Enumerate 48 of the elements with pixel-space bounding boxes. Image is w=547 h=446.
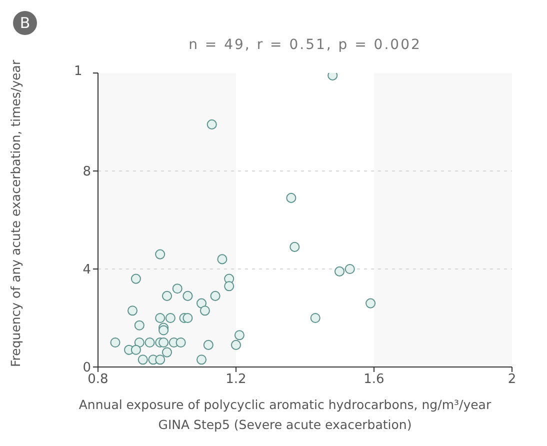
- text: 1: [74, 64, 82, 79]
- point: [206, 119, 217, 130]
- point: [172, 284, 182, 294]
- y-tick-label: 4: [82, 262, 91, 278]
- point: [158, 325, 169, 336]
- y-tick-label: 8: [82, 164, 91, 180]
- point: [155, 354, 166, 365]
- point: [230, 340, 242, 350]
- point: [210, 290, 220, 301]
- point: [310, 312, 320, 324]
- point: [127, 306, 138, 316]
- point: [196, 354, 207, 365]
- point: [110, 337, 120, 348]
- point: [130, 344, 141, 355]
- x-tick-label: 2: [508, 372, 516, 388]
- point: [286, 192, 296, 203]
- point: [176, 337, 186, 348]
- point: [155, 249, 166, 260]
- point: [158, 337, 169, 348]
- point: [196, 298, 207, 308]
- point: [182, 290, 193, 301]
- point: [217, 254, 228, 264]
- chart-title: n = 49, r = 0.51, p = 0.002: [188, 37, 422, 53]
- point: [334, 266, 345, 276]
- x-tick-label: 0.8: [88, 372, 108, 388]
- point: [366, 298, 376, 308]
- point: [290, 242, 300, 252]
- panel-letter-badge: B: [13, 11, 37, 35]
- point: [344, 264, 355, 274]
- x-axis-title: Annual exposure of polycyclic aromatic hydrocarbons, ng/m³/year: [78, 397, 492, 412]
- point: [182, 312, 193, 324]
- point: [130, 274, 141, 284]
- point: [155, 312, 166, 324]
- point: [134, 320, 144, 330]
- point: [200, 306, 210, 316]
- point: [162, 290, 172, 301]
- point: [165, 312, 176, 324]
- point: [144, 337, 155, 348]
- point: [203, 340, 214, 350]
- point: [134, 337, 144, 348]
- text: GINA Step5 (Severe acute exacerbation): [157, 417, 413, 432]
- point: [162, 347, 172, 358]
- point: [138, 354, 148, 365]
- y-axis-title: Frequency of any acute exacerbation, times/year: [8, 60, 23, 367]
- point: [234, 330, 244, 340]
- point: [224, 281, 234, 292]
- x-tick-label: 1.6: [364, 372, 384, 388]
- x-tick-label: 1.2: [226, 372, 246, 388]
